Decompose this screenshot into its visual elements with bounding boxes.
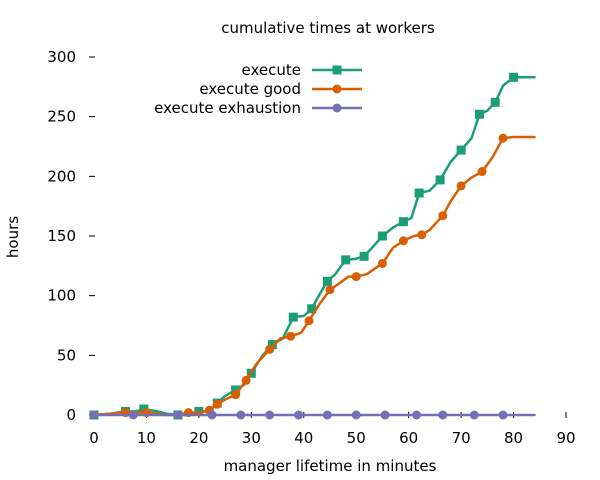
y-axis-label: hours [4, 216, 22, 258]
data-point [173, 410, 183, 420]
data-point [89, 410, 99, 420]
legend-label: execute good [199, 80, 301, 98]
data-point [377, 231, 387, 241]
x-axis-label: manager lifetime in minutes [224, 457, 437, 475]
data-point [509, 72, 519, 82]
y-tick-label: 200 [47, 167, 76, 185]
data-point [128, 410, 138, 420]
x-tick-label: 10 [137, 429, 156, 447]
data-point [438, 410, 448, 420]
x-tick-label: 60 [399, 429, 418, 447]
x-tick-label: 80 [504, 429, 523, 447]
data-point [412, 410, 422, 420]
y-tick-label: 300 [47, 48, 76, 66]
legend-label: execute exhaustion [154, 99, 301, 117]
data-point [456, 181, 466, 191]
data-point [267, 340, 277, 350]
axes: 0 50 100 150 200 250 300 0 10 20 30 40 50 60 70 80 90 [47, 48, 575, 447]
data-point [417, 230, 427, 240]
series-line [92, 135, 536, 417]
data-point [294, 410, 304, 420]
series-2 [89, 410, 536, 420]
data-point [265, 344, 275, 354]
legend-label: execute [242, 61, 301, 79]
x-tick-label: 20 [189, 429, 208, 447]
y-tick-label: 150 [47, 227, 76, 245]
data-point [322, 410, 332, 420]
y-tick-label: 100 [47, 287, 76, 305]
x-tick-label: 90 [556, 429, 575, 447]
y-tick-label: 0 [66, 406, 76, 424]
data-point [207, 410, 217, 420]
x-tick-label: 50 [347, 429, 366, 447]
plot-area [89, 72, 536, 420]
data-point [474, 109, 484, 119]
data-point [231, 385, 241, 395]
data-point [236, 410, 246, 420]
data-point [241, 375, 251, 385]
data-point [265, 410, 275, 420]
x-tick-label: 0 [89, 429, 99, 447]
data-point [435, 175, 445, 185]
y-tick-label: 50 [57, 346, 76, 364]
data-point [304, 316, 314, 326]
data-point [469, 410, 479, 420]
series-0 [89, 72, 536, 420]
data-point [359, 251, 369, 261]
data-point [231, 390, 241, 400]
data-point [307, 304, 317, 314]
data-point [398, 217, 408, 227]
data-point [325, 285, 335, 295]
data-point [322, 276, 332, 286]
data-point [286, 331, 296, 341]
data-point [498, 410, 508, 420]
data-point [377, 258, 387, 268]
legend-marker [332, 103, 342, 113]
data-point [351, 410, 361, 420]
legend-marker [332, 84, 342, 94]
data-point [414, 188, 424, 198]
data-point [351, 272, 361, 282]
series-1 [89, 133, 536, 420]
data-point [212, 399, 222, 409]
x-tick-label: 70 [452, 429, 471, 447]
data-point [380, 410, 390, 420]
x-tick-label: 30 [242, 429, 261, 447]
data-point [456, 145, 466, 155]
x-tick-label: 40 [294, 429, 313, 447]
data-point [341, 255, 351, 265]
data-point [288, 312, 298, 322]
data-point [498, 133, 508, 143]
data-point [477, 167, 487, 177]
legend-marker [332, 65, 342, 75]
chart-title: cumulative times at workers [221, 19, 435, 37]
data-point [438, 211, 448, 221]
data-point [490, 97, 500, 107]
series-line [92, 76, 536, 417]
y-tick-label: 250 [47, 108, 76, 126]
data-point [398, 236, 408, 246]
